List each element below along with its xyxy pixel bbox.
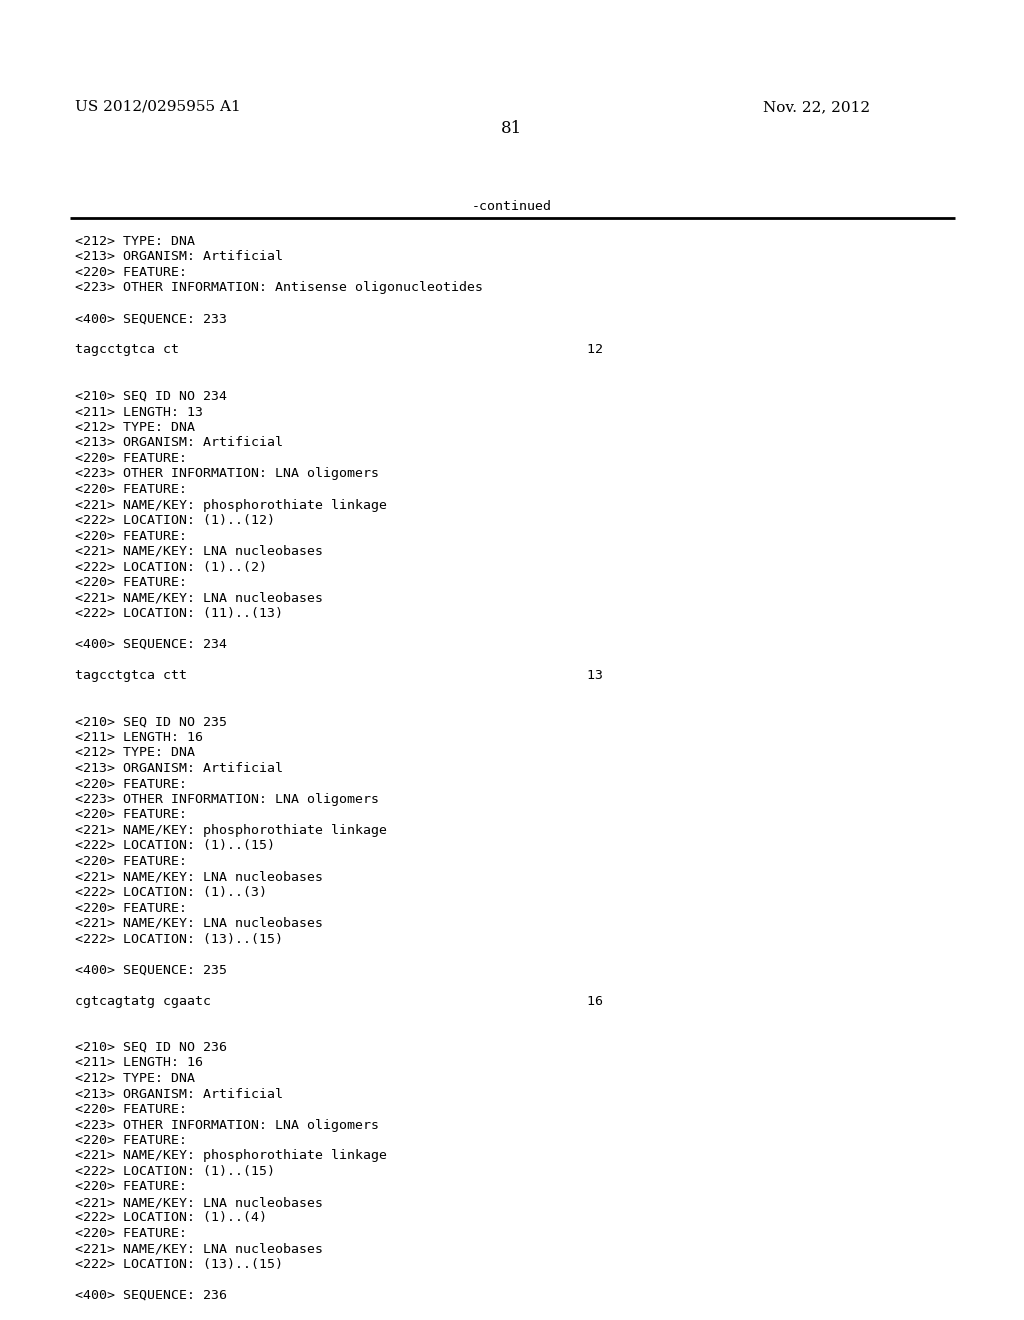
Text: Nov. 22, 2012: Nov. 22, 2012: [763, 100, 870, 114]
Text: <221> NAME/KEY: phosphorothiate linkage: <221> NAME/KEY: phosphorothiate linkage: [75, 824, 387, 837]
Text: <400> SEQUENCE: 235: <400> SEQUENCE: 235: [75, 964, 227, 977]
Text: <222> LOCATION: (1)..(15): <222> LOCATION: (1)..(15): [75, 1166, 275, 1177]
Text: cgtcagtatg cgaatc                                               16: cgtcagtatg cgaatc 16: [75, 994, 603, 1007]
Text: <212> TYPE: DNA: <212> TYPE: DNA: [75, 421, 195, 434]
Text: <222> LOCATION: (1)..(12): <222> LOCATION: (1)..(12): [75, 513, 275, 527]
Text: <223> OTHER INFORMATION: LNA oligomers: <223> OTHER INFORMATION: LNA oligomers: [75, 1118, 379, 1131]
Text: <220> FEATURE:: <220> FEATURE:: [75, 902, 187, 915]
Text: <210> SEQ ID NO 236: <210> SEQ ID NO 236: [75, 1041, 227, 1053]
Text: <400> SEQUENCE: 234: <400> SEQUENCE: 234: [75, 638, 227, 651]
Text: <220> FEATURE:: <220> FEATURE:: [75, 1228, 187, 1239]
Text: <223> OTHER INFORMATION: Antisense oligonucleotides: <223> OTHER INFORMATION: Antisense oligo…: [75, 281, 483, 294]
Text: <220> FEATURE:: <220> FEATURE:: [75, 855, 187, 869]
Text: <220> FEATURE:: <220> FEATURE:: [75, 808, 187, 821]
Text: <221> NAME/KEY: LNA nucleobases: <221> NAME/KEY: LNA nucleobases: [75, 545, 323, 558]
Text: <213> ORGANISM: Artificial: <213> ORGANISM: Artificial: [75, 437, 283, 450]
Text: tagcctgtca ct                                                   12: tagcctgtca ct 12: [75, 343, 603, 356]
Text: <220> FEATURE:: <220> FEATURE:: [75, 267, 187, 279]
Text: <222> LOCATION: (1)..(3): <222> LOCATION: (1)..(3): [75, 886, 267, 899]
Text: <223> OTHER INFORMATION: LNA oligomers: <223> OTHER INFORMATION: LNA oligomers: [75, 793, 379, 807]
Text: <221> NAME/KEY: LNA nucleobases: <221> NAME/KEY: LNA nucleobases: [75, 591, 323, 605]
Text: <222> LOCATION: (13)..(15): <222> LOCATION: (13)..(15): [75, 932, 283, 945]
Text: <220> FEATURE:: <220> FEATURE:: [75, 576, 187, 589]
Text: <220> FEATURE:: <220> FEATURE:: [75, 451, 187, 465]
Text: <212> TYPE: DNA: <212> TYPE: DNA: [75, 235, 195, 248]
Text: <221> NAME/KEY: LNA nucleobases: <221> NAME/KEY: LNA nucleobases: [75, 870, 323, 883]
Text: <220> FEATURE:: <220> FEATURE:: [75, 777, 187, 791]
Text: <222> LOCATION: (1)..(2): <222> LOCATION: (1)..(2): [75, 561, 267, 573]
Text: <210> SEQ ID NO 235: <210> SEQ ID NO 235: [75, 715, 227, 729]
Text: <400> SEQUENCE: 236: <400> SEQUENCE: 236: [75, 1290, 227, 1302]
Text: <212> TYPE: DNA: <212> TYPE: DNA: [75, 1072, 195, 1085]
Text: <220> FEATURE:: <220> FEATURE:: [75, 1104, 187, 1115]
Text: 81: 81: [502, 120, 522, 137]
Text: <221> NAME/KEY: LNA nucleobases: <221> NAME/KEY: LNA nucleobases: [75, 917, 323, 931]
Text: <223> OTHER INFORMATION: LNA oligomers: <223> OTHER INFORMATION: LNA oligomers: [75, 467, 379, 480]
Text: <220> FEATURE:: <220> FEATURE:: [75, 529, 187, 543]
Text: <212> TYPE: DNA: <212> TYPE: DNA: [75, 747, 195, 759]
Text: <213> ORGANISM: Artificial: <213> ORGANISM: Artificial: [75, 762, 283, 775]
Text: <220> FEATURE:: <220> FEATURE:: [75, 483, 187, 496]
Text: <213> ORGANISM: Artificial: <213> ORGANISM: Artificial: [75, 251, 283, 264]
Text: -continued: -continued: [472, 201, 552, 213]
Text: <221> NAME/KEY: phosphorothiate linkage: <221> NAME/KEY: phosphorothiate linkage: [75, 1150, 387, 1163]
Text: <211> LENGTH: 13: <211> LENGTH: 13: [75, 405, 203, 418]
Text: <213> ORGANISM: Artificial: <213> ORGANISM: Artificial: [75, 1088, 283, 1101]
Text: <211> LENGTH: 16: <211> LENGTH: 16: [75, 731, 203, 744]
Text: <222> LOCATION: (11)..(13): <222> LOCATION: (11)..(13): [75, 607, 283, 620]
Text: <222> LOCATION: (1)..(15): <222> LOCATION: (1)..(15): [75, 840, 275, 853]
Text: <211> LENGTH: 16: <211> LENGTH: 16: [75, 1056, 203, 1069]
Text: <222> LOCATION: (13)..(15): <222> LOCATION: (13)..(15): [75, 1258, 283, 1271]
Text: US 2012/0295955 A1: US 2012/0295955 A1: [75, 100, 241, 114]
Text: <210> SEQ ID NO 234: <210> SEQ ID NO 234: [75, 389, 227, 403]
Text: <222> LOCATION: (1)..(4): <222> LOCATION: (1)..(4): [75, 1212, 267, 1225]
Text: <400> SEQUENCE: 233: <400> SEQUENCE: 233: [75, 313, 227, 326]
Text: <220> FEATURE:: <220> FEATURE:: [75, 1180, 187, 1193]
Text: tagcctgtca ctt                                                  13: tagcctgtca ctt 13: [75, 669, 603, 682]
Text: <221> NAME/KEY: phosphorothiate linkage: <221> NAME/KEY: phosphorothiate linkage: [75, 499, 387, 511]
Text: <220> FEATURE:: <220> FEATURE:: [75, 1134, 187, 1147]
Text: <221> NAME/KEY: LNA nucleobases: <221> NAME/KEY: LNA nucleobases: [75, 1196, 323, 1209]
Text: <221> NAME/KEY: LNA nucleobases: <221> NAME/KEY: LNA nucleobases: [75, 1242, 323, 1255]
